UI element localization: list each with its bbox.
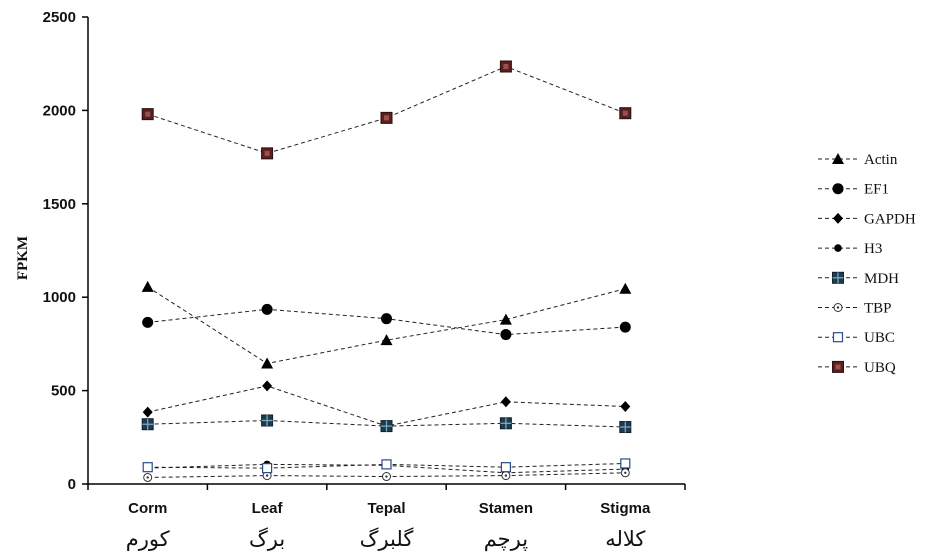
legend-marker-tbp bbox=[833, 303, 843, 312]
data-point-ef1 bbox=[500, 329, 512, 341]
data-point-tbp bbox=[620, 468, 630, 478]
y-tick-label: 2500 bbox=[43, 9, 76, 26]
legend-item-tbp: TBP bbox=[818, 301, 892, 317]
y-tick-label: 500 bbox=[51, 383, 76, 400]
legend-marker-mdh bbox=[832, 271, 844, 284]
series-markers bbox=[141, 60, 632, 482]
y-axis-label: FPKM bbox=[15, 236, 31, 280]
x-tick-label: Stamen bbox=[479, 500, 533, 517]
y-tick-label: 2000 bbox=[43, 102, 76, 119]
legend-marker-actin bbox=[832, 153, 844, 164]
data-point-actin bbox=[499, 313, 512, 325]
marker-dot bbox=[836, 306, 840, 309]
x-tick-label: Stigma bbox=[600, 500, 651, 517]
marker-inner bbox=[503, 64, 509, 70]
marker-dot bbox=[146, 476, 149, 479]
y-tick-label: 1000 bbox=[43, 289, 76, 306]
legend-item-gapdh: GAPDH bbox=[818, 211, 916, 227]
legend-label: Actin bbox=[864, 152, 898, 168]
x-tick-label: Corm bbox=[128, 500, 167, 517]
data-point-ubc bbox=[381, 459, 392, 470]
data-point-mdh bbox=[380, 420, 393, 433]
data-point-mdh bbox=[141, 418, 154, 431]
data-point-tbp bbox=[382, 472, 391, 482]
marker-inner bbox=[384, 115, 389, 121]
marker-dot bbox=[385, 475, 388, 478]
legend-label: H3 bbox=[864, 241, 882, 257]
legend-marker-h3 bbox=[834, 244, 842, 252]
series-lines bbox=[147, 65, 626, 478]
legend-marker-gapdh bbox=[833, 212, 843, 224]
x-tick-label-persian: برگ bbox=[249, 527, 285, 551]
x-tick-label-persian: پرچم bbox=[484, 527, 529, 552]
y-tick-label: 0 bbox=[68, 476, 76, 493]
legend-item-ubq: UBQ bbox=[818, 360, 896, 376]
data-point-ubq bbox=[619, 107, 632, 120]
data-point-ubq bbox=[261, 147, 274, 160]
legend-label: UBQ bbox=[864, 360, 896, 376]
legend: Actin EF1 GAPDH H3 MDH TBP UBC UBQ bbox=[818, 152, 916, 376]
y-tick-label: 1500 bbox=[43, 196, 76, 213]
data-point-actin bbox=[141, 280, 154, 292]
legend-item-ef1: EF1 bbox=[818, 182, 889, 198]
data-point-gapdh bbox=[262, 380, 273, 392]
data-point-ubc bbox=[620, 458, 631, 469]
data-point-ubq bbox=[380, 111, 393, 124]
legend-label: GAPDH bbox=[864, 211, 916, 227]
data-point-gapdh bbox=[620, 400, 631, 412]
legend-label: EF1 bbox=[864, 182, 889, 198]
legend-item-ubc: UBC bbox=[818, 330, 895, 346]
data-point-ef1 bbox=[381, 313, 392, 325]
marker-inner bbox=[835, 364, 841, 370]
x-tick-label: Leaf bbox=[252, 500, 284, 517]
marker-inner bbox=[145, 111, 151, 117]
x-tick-label-persian: کلاله bbox=[605, 527, 645, 551]
data-point-gapdh bbox=[142, 406, 153, 418]
data-point-ubc bbox=[500, 462, 511, 473]
legend-label: MDH bbox=[864, 271, 899, 287]
data-point-mdh bbox=[261, 414, 274, 427]
x-tick-label: Tepal bbox=[367, 500, 405, 517]
data-point-ubc bbox=[142, 462, 153, 473]
data-point-tbp bbox=[143, 472, 153, 482]
marker-inner bbox=[622, 110, 628, 116]
legend-label: UBC bbox=[864, 330, 895, 346]
data-point-mdh bbox=[619, 421, 632, 434]
data-point-actin bbox=[261, 357, 274, 369]
data-point-ubq bbox=[141, 108, 154, 121]
legend-item-h3: H3 bbox=[818, 241, 882, 257]
legend-item-mdh: MDH bbox=[818, 271, 899, 287]
legend-marker-ubc bbox=[832, 332, 844, 343]
data-point-ef1 bbox=[142, 316, 154, 328]
series-line-gapdh bbox=[147, 385, 626, 427]
data-point-actin bbox=[619, 282, 632, 294]
data-point-actin bbox=[380, 334, 393, 346]
x-tick-label-persian: کورم bbox=[126, 527, 170, 551]
legend-marker-ef1 bbox=[832, 183, 844, 195]
data-point-ubq bbox=[499, 60, 512, 73]
data-point-ef1 bbox=[261, 303, 273, 315]
data-point-ubc bbox=[262, 463, 273, 474]
series-line-actin bbox=[147, 286, 626, 365]
series-line-ubq bbox=[147, 65, 626, 154]
marker-dot bbox=[265, 474, 269, 477]
marker-inner bbox=[264, 150, 270, 156]
axes: 0 500 1000 1500 2000 2500 Corm کورم Leaf برگ Tepal… bbox=[43, 9, 686, 552]
data-point-ef1 bbox=[619, 321, 631, 333]
marker-dot bbox=[624, 471, 627, 474]
marker-dot bbox=[504, 474, 508, 477]
data-point-mdh bbox=[499, 417, 512, 430]
data-point-tbp bbox=[501, 471, 511, 481]
legend-label: TBP bbox=[864, 301, 892, 317]
x-tick-label-persian: گلبرگ bbox=[360, 527, 414, 551]
data-point-gapdh bbox=[500, 396, 511, 408]
legend-item-actin: Actin bbox=[818, 152, 898, 168]
legend-marker-ubq bbox=[832, 360, 844, 373]
